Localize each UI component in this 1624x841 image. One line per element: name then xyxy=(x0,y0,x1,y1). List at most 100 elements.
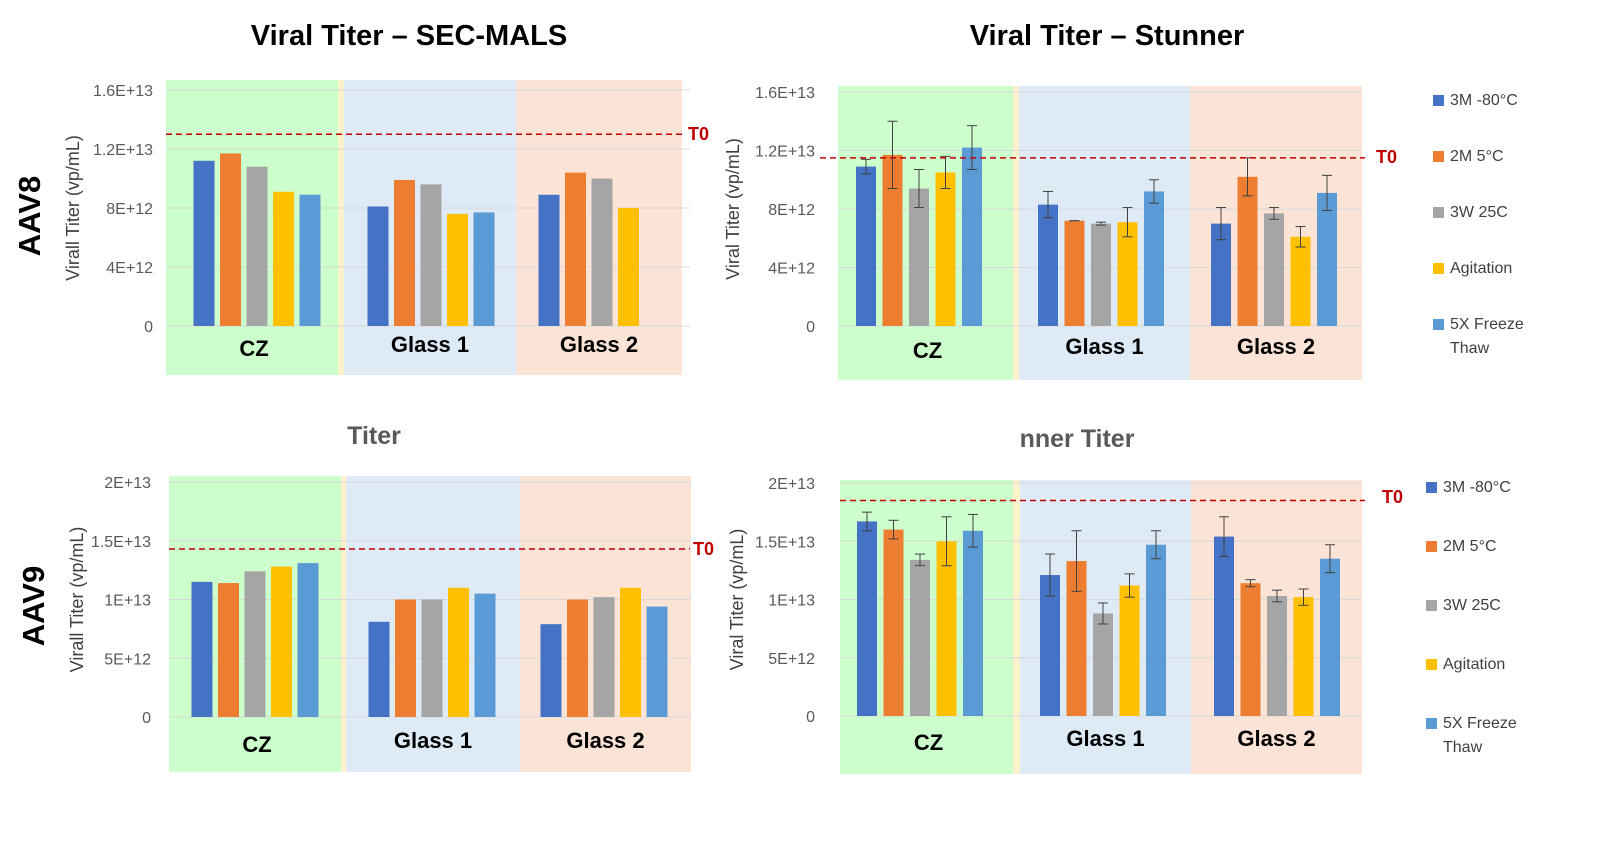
chart-title-aav8-stunner: Viral Titer – Stunner xyxy=(969,20,1245,52)
bar-cz-0 xyxy=(857,521,877,716)
legend-swatch xyxy=(1426,718,1437,729)
y-tick-label: 1.6E+13 xyxy=(755,85,815,102)
t0-label: T0 xyxy=(1376,147,1397,167)
y-tick-label: 0 xyxy=(806,319,815,336)
legend-swatch xyxy=(1433,95,1444,106)
bar-glass1-3 xyxy=(447,213,468,326)
bar-glass2-3 xyxy=(1290,236,1311,326)
y-tick-label: 5E+12 xyxy=(104,651,151,668)
bar-glass2-1 xyxy=(567,599,588,717)
y-tick-label: 8E+12 xyxy=(768,202,815,219)
legend-label: Agitation xyxy=(1450,260,1513,277)
bar-glass1-1 xyxy=(1064,220,1085,326)
bar-cz-4 xyxy=(297,563,319,717)
bar-glass1-2 xyxy=(420,184,442,326)
bar-glass1-4 xyxy=(474,593,496,717)
legend-swatch xyxy=(1426,541,1437,552)
bar-glass2-2 xyxy=(591,178,613,326)
category-label: Glass 1 xyxy=(1066,726,1144,751)
y-tick-label: 4E+12 xyxy=(106,260,153,277)
bar-cz-1 xyxy=(220,153,241,326)
y-tick-label: 2E+13 xyxy=(104,475,151,492)
bar-cz-2 xyxy=(244,571,266,717)
bar-glass2-4 xyxy=(1320,558,1340,716)
y-tick-label: 0 xyxy=(144,319,153,336)
bar-glass1-0 xyxy=(367,206,389,326)
category-label: Glass 2 xyxy=(1237,334,1315,359)
legend-label: 5X Freeze Thaw xyxy=(1450,316,1524,357)
y-tick-label: 2E+13 xyxy=(768,476,815,493)
bar-cz-3 xyxy=(273,191,294,326)
legend-label: 2M 5°C xyxy=(1443,538,1497,555)
bar-glass2-2 xyxy=(1264,213,1284,326)
y-axis-label: Viral Titer (vp/mL) xyxy=(727,529,747,671)
bar-glass1-1 xyxy=(394,179,415,326)
legend-swatch xyxy=(1433,263,1444,274)
legend-swatch xyxy=(1433,151,1444,162)
legend-label: 3W 25C xyxy=(1450,204,1508,221)
legend-item: 5X Freeze Thaw xyxy=(1426,712,1533,760)
bar-cz-4 xyxy=(962,147,982,326)
bar-glass1-3 xyxy=(448,587,469,717)
t0-label: T0 xyxy=(1382,487,1403,507)
bar-cz-1 xyxy=(882,154,903,326)
y-axis-label: Viral Titer (vp/mL) xyxy=(723,138,743,280)
bar-glass2-1 xyxy=(565,172,586,326)
bar-glass2-0 xyxy=(538,194,560,326)
legend-item: Agitation xyxy=(1433,257,1540,281)
category-label: CZ xyxy=(913,338,942,363)
legend-item: 3M -80°C xyxy=(1433,89,1540,113)
legend-aav9: 3M -80°C 2M 5°C 3W 25C Agitation 5X Freeze T… xyxy=(1426,476,1533,795)
category-label: Glass 1 xyxy=(394,728,472,753)
bar-glass1-0 xyxy=(1040,575,1060,716)
legend-item: 2M 5°C xyxy=(1433,145,1540,169)
y-tick-label: 1.2E+13 xyxy=(755,144,815,161)
bar-glass2-1 xyxy=(1240,583,1261,716)
y-tick-label: 1.6E+13 xyxy=(93,83,153,100)
bar-glass1-2 xyxy=(1091,223,1111,326)
category-label: CZ xyxy=(239,336,268,361)
y-tick-label: 5E+12 xyxy=(768,651,815,668)
y-tick-label: 1.2E+13 xyxy=(93,142,153,159)
bar-glass2-3 xyxy=(1293,597,1314,716)
bar-cz-4 xyxy=(299,194,321,326)
bar-glass2-0 xyxy=(540,624,562,717)
bar-glass1-1 xyxy=(395,599,416,717)
y-tick-label: 0 xyxy=(806,709,815,726)
t0-label: T0 xyxy=(693,539,714,559)
y-tick-label: 1.5E+13 xyxy=(755,534,815,551)
bar-glass1-4 xyxy=(1144,191,1164,326)
bar-cz-3 xyxy=(936,541,957,716)
chart-1: 0 4E+12 8E+12 1.2E+13 1.6E+13 Viral Titer (vp… xyxy=(723,85,1397,380)
y-tick-label: 8E+12 xyxy=(106,201,153,218)
bar-glass1-0 xyxy=(1038,204,1058,326)
bar-glass1-1 xyxy=(1066,561,1087,716)
bar-cz-4 xyxy=(963,530,983,716)
category-label: CZ xyxy=(242,732,271,757)
y-tick-label: 0 xyxy=(142,710,151,727)
t0-label: T0 xyxy=(688,124,709,144)
bar-cz-2 xyxy=(909,188,929,326)
bar-glass1-0 xyxy=(368,621,390,717)
y-axis-label: Virall Titer (vp/mL) xyxy=(67,527,87,673)
bar-cz-0 xyxy=(193,160,215,326)
bar-cz-1 xyxy=(218,583,239,717)
bar-cz-3 xyxy=(271,566,292,717)
category-label: CZ xyxy=(914,730,943,755)
y-tick-label: 1.5E+13 xyxy=(91,534,151,551)
bar-cz-0 xyxy=(191,581,213,717)
category-label: Glass 2 xyxy=(560,332,638,357)
bar-glass1-3 xyxy=(1119,585,1140,716)
category-label: Glass 1 xyxy=(1065,334,1143,359)
bar-cz-1 xyxy=(883,529,904,716)
chart-title-aav9-stunner: nner Titer xyxy=(1019,425,1135,453)
bar-glass2-3 xyxy=(618,208,639,326)
legend-swatch xyxy=(1426,659,1437,670)
bar-glass2-2 xyxy=(593,597,615,717)
bar-glass2-0 xyxy=(1211,223,1231,326)
legend-label: 3M -80°C xyxy=(1450,92,1518,109)
legend-swatch xyxy=(1433,319,1444,330)
bar-glass1-2 xyxy=(1093,613,1113,716)
bar-glass1-4 xyxy=(1146,544,1166,716)
